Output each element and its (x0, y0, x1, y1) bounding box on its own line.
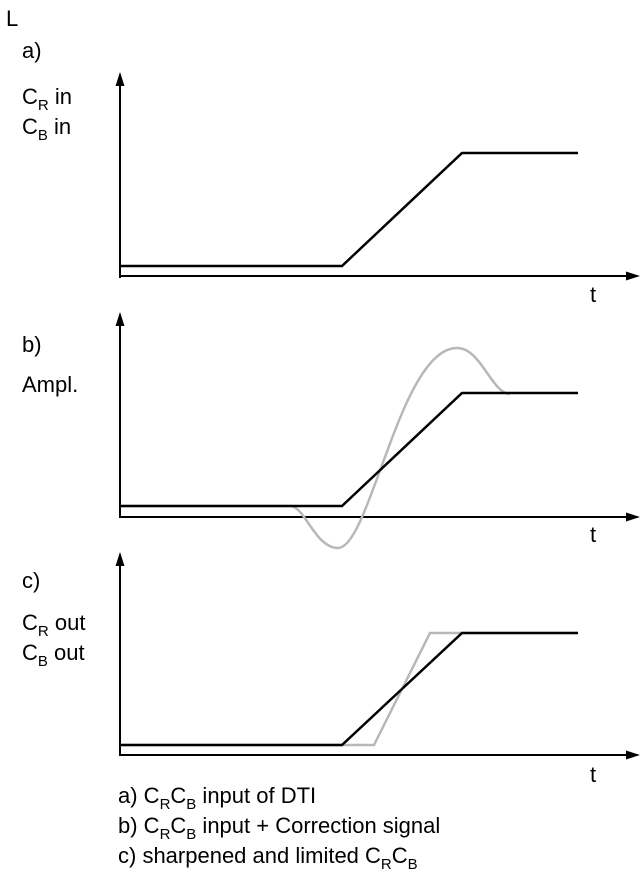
corner-label: L (6, 6, 18, 31)
panel-a-y-arrow (115, 72, 125, 86)
panel-b-correction-curve (120, 346, 511, 550)
panel-b-ylabel-line-1: Ampl. (22, 372, 78, 397)
panel-c-xlabel: t (590, 762, 596, 787)
panel-c-y-arrow (115, 552, 125, 566)
panel-a-letter: a) (22, 38, 42, 63)
panel-c-ylabel-line-2: CB out (22, 640, 85, 670)
panel-a: a) CR in CB in t (22, 38, 640, 307)
panel-b: b) Ampl. t (22, 312, 640, 550)
panel-b-letter: b) (22, 332, 42, 357)
panel-b-xlabel: t (590, 522, 596, 547)
legend: a) CRCB input of DTI b) CRCB input + Cor… (118, 783, 440, 873)
panel-b-x-arrow (626, 512, 640, 522)
panel-c: c) CR out CB out t (22, 552, 640, 787)
panel-c-letter: c) (22, 568, 40, 593)
panel-a-xlabel: t (590, 282, 596, 307)
panel-a-ylabel-line-1: CR in (22, 84, 72, 114)
panel-c-x-arrow (626, 750, 640, 760)
panel-a-ylabel-line-2: CB in (22, 114, 71, 144)
panel-a-input-curve (120, 151, 578, 268)
panel-b-y-arrow (115, 312, 125, 326)
panel-c-input-curve (120, 631, 578, 747)
legend-item-b: b) CRCB input + Correction signal (118, 813, 440, 843)
panel-a-x-arrow (626, 271, 640, 281)
legend-item-c: c) sharpened and limited CRCB (118, 843, 418, 873)
panel-c-ylabel-line-1: CR out (22, 610, 85, 640)
panel-b-input-curve (120, 391, 578, 508)
panel-c-sharpened-curve (120, 631, 578, 747)
legend-item-a: a) CRCB input of DTI (118, 783, 316, 813)
